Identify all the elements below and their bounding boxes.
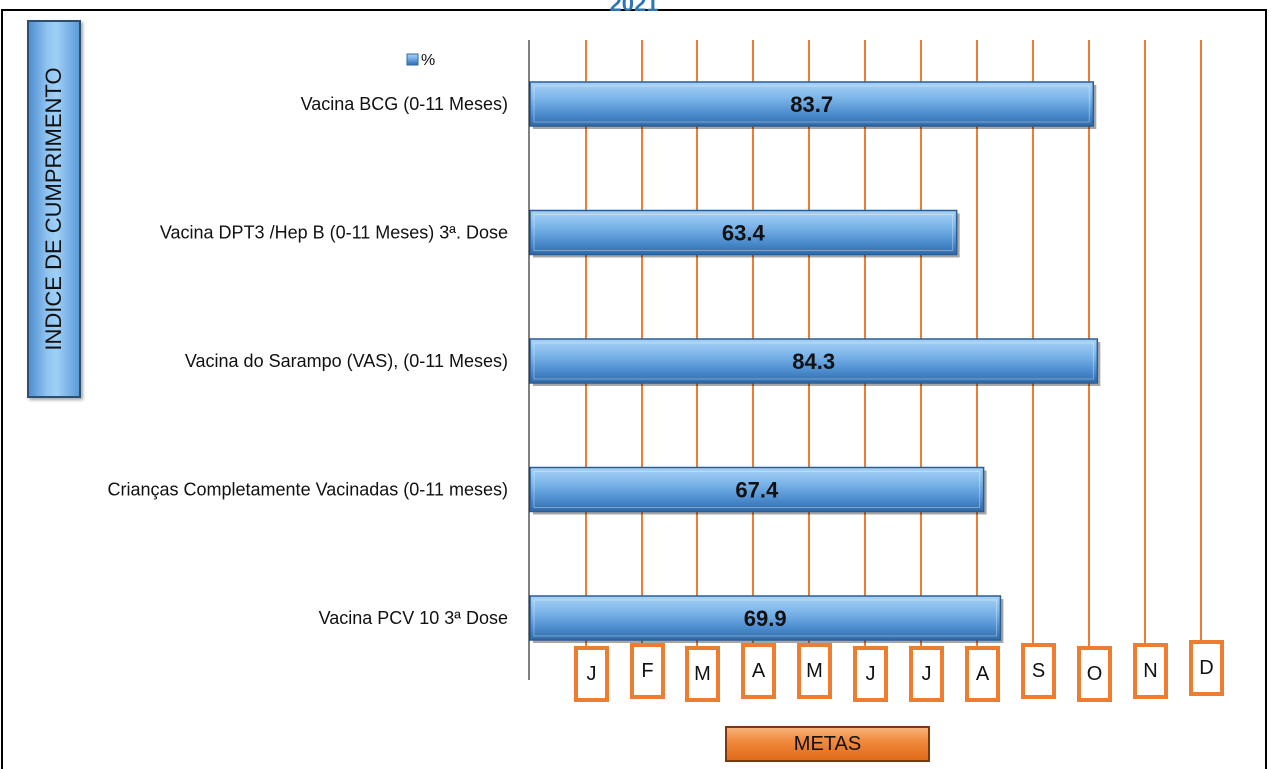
bar-group: 83.7 <box>529 81 1097 129</box>
month-label: S <box>1021 643 1056 699</box>
x-axis-label: METAS <box>725 726 930 762</box>
bar-bevel <box>533 214 954 251</box>
bar-bevel <box>533 85 1090 123</box>
bar-group: 69.9 <box>529 595 1004 643</box>
bar-bevel <box>533 342 1094 380</box>
category-label: Vacina BCG (0-11 Meses) <box>301 94 508 114</box>
bar <box>529 595 1002 641</box>
bar <box>529 81 1095 127</box>
bar <box>529 466 985 513</box>
y-axis-label-box: INDICE DE CUMPRIMENTO <box>27 20 81 398</box>
month-label: F <box>630 643 665 699</box>
data-label: 84.3 <box>792 349 835 374</box>
data-label: 63.4 <box>722 221 766 246</box>
bar-group: 63.4 <box>529 209 960 258</box>
month-label: M <box>685 646 720 702</box>
month-label: O <box>1077 646 1112 702</box>
bar-group: 84.3 <box>529 338 1101 386</box>
month-label: M <box>797 643 832 699</box>
category-label: Vacina PCV 10 3ª Dose <box>319 608 508 628</box>
bar <box>529 338 1099 384</box>
bar-bevel <box>533 599 997 637</box>
category-label: Vacina do Sarampo (VAS), (0-11 Meses) <box>185 351 508 371</box>
month-label: N <box>1133 643 1168 699</box>
data-label: 83.7 <box>790 92 833 117</box>
data-label: 67.4 <box>735 478 779 503</box>
chart-title: 2021 <box>609 0 659 16</box>
legend-label: % <box>421 52 435 69</box>
legend-swatch <box>406 53 419 66</box>
month-label: D <box>1189 640 1224 696</box>
month-label: J <box>574 646 609 702</box>
month-label: J <box>853 646 888 702</box>
month-label: J <box>909 646 944 702</box>
bar-group: 67.4 <box>529 466 987 515</box>
month-label: A <box>965 646 1000 702</box>
month-label: A <box>741 643 776 699</box>
data-label: 69.9 <box>744 606 787 631</box>
bar <box>529 209 958 256</box>
bar-bevel <box>533 471 981 508</box>
category-label: Crianças Completamente Vacinadas (0-11 m… <box>107 480 508 500</box>
category-label: Vacina DPT3 /Hep B (0-11 Meses) 3ª. Dose <box>160 223 508 243</box>
